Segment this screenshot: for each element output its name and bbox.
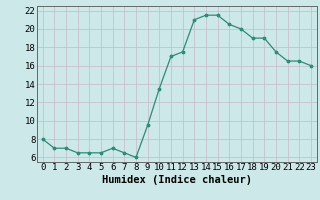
X-axis label: Humidex (Indice chaleur): Humidex (Indice chaleur) [102, 175, 252, 185]
